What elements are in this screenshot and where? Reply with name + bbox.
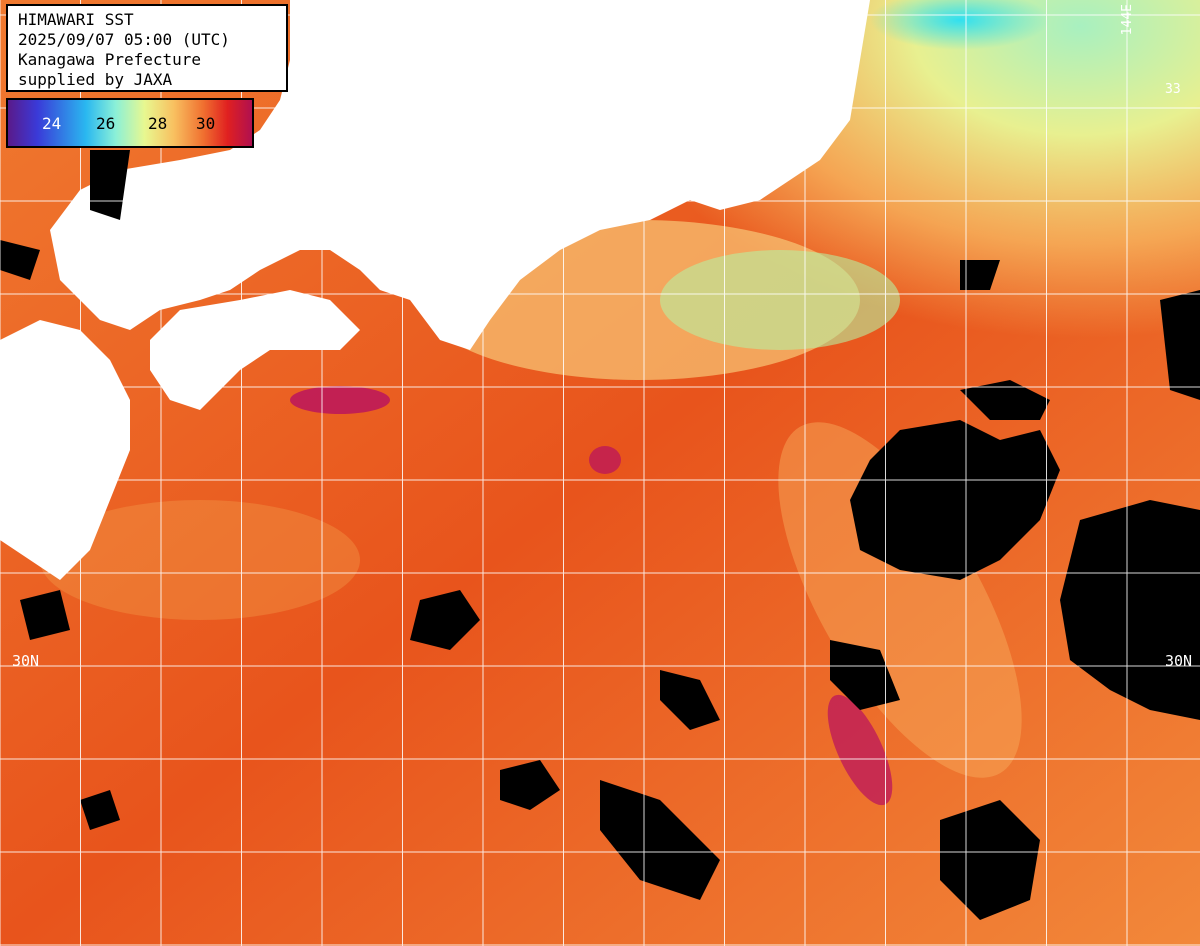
- warm-streak-1: [290, 386, 390, 414]
- land-kyushu: [0, 320, 130, 580]
- lon-label-136e: 136E: [478, 8, 493, 40]
- lat-label-33-left: 33: [14, 372, 30, 387]
- cloud-se-2: [600, 780, 720, 900]
- lat-label-30n-left: 30N: [12, 652, 40, 670]
- cloud-east-1: [850, 420, 1060, 580]
- legend-tick-26: 26: [96, 114, 116, 133]
- yellow-streak-1: [778, 422, 1022, 778]
- lon-label-144e: 144E: [1120, 4, 1135, 36]
- cloud-kyushu-west: [90, 150, 130, 220]
- info-box: HIMAWARI SST 2025/09/07 05:00 (UTC) Kana…: [6, 4, 288, 92]
- legend-tick-30: 30: [196, 114, 216, 133]
- cloud-far-east: [1160, 290, 1200, 400]
- lat-label-30n-right: 30N: [1165, 652, 1193, 670]
- coastal-green-patch: [660, 250, 900, 350]
- cloud-se-1: [940, 800, 1040, 920]
- cloud-east-3: [960, 380, 1050, 420]
- cyan-patch: [870, 0, 1050, 50]
- land-shikoku: [150, 290, 360, 410]
- warm-streak-3: [827, 694, 893, 806]
- cloud-mid-2: [660, 670, 720, 730]
- cloud-mid-3: [830, 640, 900, 710]
- legend-tick-28: 28: [148, 114, 168, 133]
- map-title: HIMAWARI SST: [18, 10, 134, 29]
- cloud-sw-2: [80, 790, 120, 830]
- region-name: Kanagawa Prefecture: [18, 50, 202, 69]
- cloud-sw-3: [20, 590, 70, 640]
- yellow-streak-2: [40, 500, 360, 620]
- timestamp: 2025/09/07 05:00 (UTC): [18, 30, 230, 49]
- color-scale-legend: 24 26 28 30: [6, 98, 254, 148]
- lat-label-33-right: 33: [1165, 82, 1181, 97]
- cloud-ne-1: [960, 260, 1000, 290]
- legend-tick-24: 24: [42, 114, 62, 133]
- land-honshu: [50, 0, 870, 350]
- cloud-sw-1: [500, 760, 560, 810]
- cloud-mid-1: [410, 590, 480, 650]
- warm-streak-2: [589, 446, 621, 474]
- cloud-east-2: [1060, 500, 1200, 720]
- credit: supplied by JAXA: [18, 70, 173, 89]
- cloud-kyushu-west-2: [0, 240, 40, 280]
